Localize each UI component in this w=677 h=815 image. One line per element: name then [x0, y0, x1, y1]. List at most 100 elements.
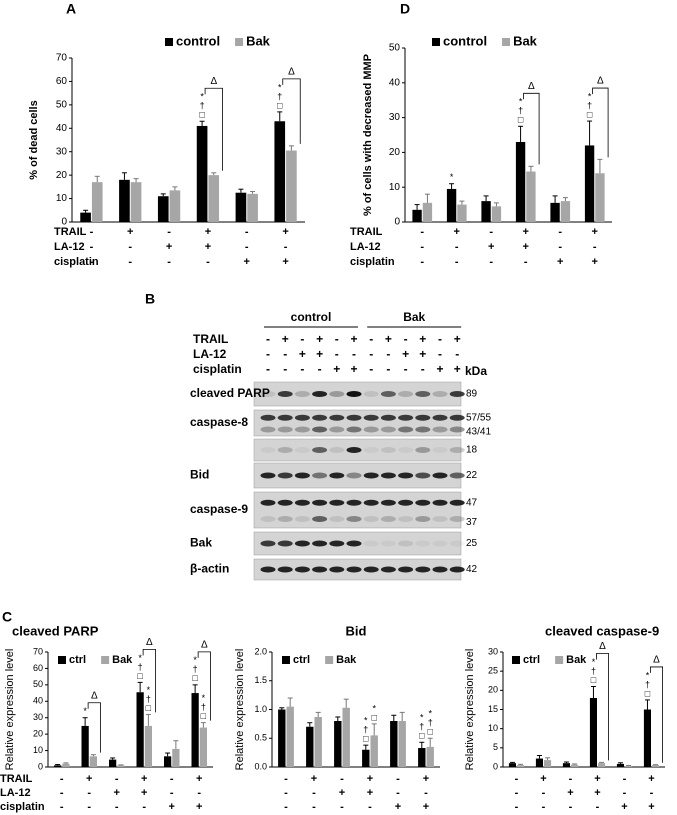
- condition-sign: -: [245, 241, 249, 253]
- condition-sign: -: [515, 787, 519, 799]
- condition-sign: -: [396, 787, 400, 799]
- condition-sign: +: [436, 362, 443, 376]
- condition-sign: -: [266, 332, 270, 346]
- delta-mark: Δ: [653, 655, 660, 666]
- condition-sign: +: [339, 787, 345, 799]
- bar: [544, 760, 552, 767]
- legend-label: Bak: [336, 654, 357, 666]
- blot-band: [329, 499, 345, 506]
- y-tick-label: 30: [56, 146, 68, 157]
- significance-mark: *: [364, 716, 368, 726]
- blot-band: [294, 414, 310, 421]
- blot-band: [415, 516, 431, 522]
- significance-mark: †: [200, 101, 205, 111]
- significance-mark: □: [645, 688, 651, 698]
- bar: [515, 141, 526, 222]
- y-tick-label: 20: [389, 147, 401, 158]
- bar: [422, 202, 433, 222]
- blot-band: [329, 540, 345, 547]
- condition-sign: +: [350, 362, 357, 376]
- blot-band: [398, 426, 414, 433]
- blot-band: [329, 516, 345, 522]
- delta-bracket: [142, 648, 156, 713]
- condition-sign: -: [90, 256, 94, 268]
- blot-band: [260, 540, 276, 547]
- condition-sign: -: [396, 773, 400, 785]
- blot-band: [449, 499, 465, 506]
- blot-band: [294, 472, 310, 479]
- bar: [625, 765, 633, 767]
- condition-sign: +: [423, 773, 429, 785]
- blot-strip: [253, 491, 462, 529]
- condition-sign: +: [367, 787, 373, 799]
- blot-band: [294, 540, 310, 547]
- blot-band: [432, 516, 448, 522]
- blot-band: [363, 566, 379, 573]
- blot-band: [260, 499, 276, 506]
- bar: [274, 121, 286, 222]
- bar: [157, 196, 169, 222]
- condition-sign: -: [128, 256, 132, 268]
- condition-sign: -: [420, 256, 424, 268]
- bar: [457, 204, 467, 222]
- blot-band: [415, 540, 431, 547]
- blot-band: [277, 391, 293, 397]
- significance-mark: *: [592, 657, 596, 667]
- condition-sign: -: [300, 362, 304, 376]
- condition-sign: -: [438, 332, 442, 346]
- condition-sign: +: [385, 332, 392, 346]
- condition-sign: -: [60, 773, 64, 785]
- condition-label: TRAIL: [54, 226, 87, 238]
- blot-band: [432, 426, 448, 433]
- condition-sign: -: [558, 241, 562, 253]
- bar: [314, 716, 322, 767]
- legend-swatch: [165, 38, 173, 46]
- bar: [89, 756, 97, 767]
- blot-band: [380, 540, 396, 547]
- bar: [130, 182, 142, 222]
- blot-band: [346, 391, 362, 397]
- condition-sign: +: [316, 332, 323, 346]
- condition-sign: -: [489, 256, 493, 268]
- blot-band: [380, 391, 396, 397]
- significance-mark: *: [372, 703, 376, 713]
- condition-sign: +: [592, 256, 598, 268]
- blot-band: [312, 426, 328, 433]
- condition-sign: +: [316, 347, 323, 361]
- condition-sign: +: [423, 801, 429, 813]
- blot-band: [312, 414, 328, 421]
- blot-band: [260, 472, 276, 479]
- blot-band: [380, 566, 396, 573]
- bar: [560, 201, 571, 222]
- condition-sign: -: [569, 773, 573, 785]
- significance-mark: □: [591, 675, 597, 685]
- condition-sign: +: [114, 787, 120, 799]
- delta-mark: Δ: [597, 76, 604, 87]
- blot-band: [312, 516, 328, 522]
- y-tick-label: 60: [33, 663, 43, 673]
- condition-sign: +: [454, 226, 460, 238]
- bar: [286, 706, 294, 767]
- condition-sign: -: [284, 801, 288, 813]
- blot-band: [398, 516, 414, 522]
- significance-mark: *: [420, 713, 424, 723]
- y-tick-label: 50: [389, 43, 401, 54]
- condition-sign: +: [282, 332, 289, 346]
- significance-mark: †: [146, 694, 151, 704]
- bar: [598, 763, 606, 767]
- significance-mark: *: [200, 92, 204, 102]
- blot-band: [415, 414, 431, 421]
- condition-sign: +: [205, 226, 211, 238]
- bar: [550, 202, 560, 222]
- blot-band: [329, 566, 345, 573]
- blot-band: [449, 391, 465, 397]
- bar: [412, 209, 422, 222]
- y-tick-label: 30: [389, 112, 401, 123]
- bar: [117, 765, 125, 767]
- bar: [508, 763, 516, 767]
- unit-label: kDa: [465, 364, 487, 378]
- y-axis-label: Relative expression level: [464, 649, 476, 771]
- blot-band: [329, 391, 345, 397]
- condition-sign: +: [196, 773, 202, 785]
- legend-label: control: [443, 33, 487, 48]
